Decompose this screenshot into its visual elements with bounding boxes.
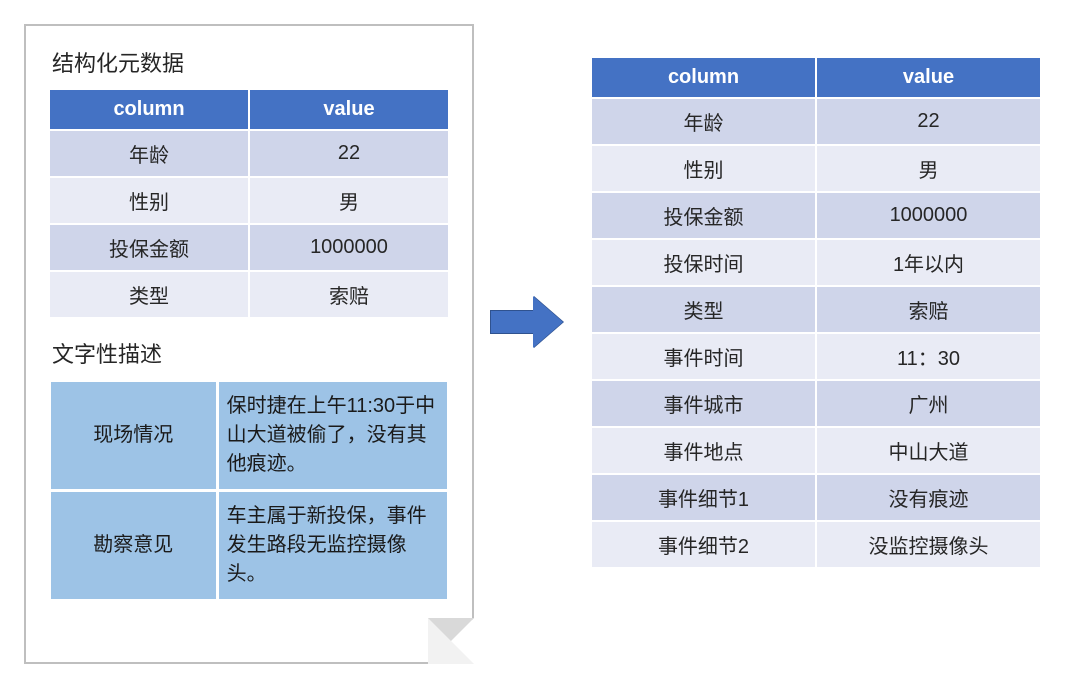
table-row: 事件城市广州 — [591, 380, 1041, 427]
table-row: 年龄22 — [49, 130, 449, 177]
result-panel: column value 年龄22性别男投保金额1000000投保时间1年以内类… — [590, 56, 1042, 569]
table-cell: 年龄 — [591, 98, 816, 145]
table-cell: 索赔 — [816, 286, 1041, 333]
table-cell: 索赔 — [249, 271, 449, 318]
col-header: value — [816, 57, 1041, 98]
table-cell: 投保金额 — [49, 224, 249, 271]
table-cell: 11：30 — [816, 333, 1041, 380]
table-cell: 22 — [249, 130, 449, 177]
table-cell: 没监控摄像头 — [816, 521, 1041, 568]
table-cell: 1年以内 — [816, 239, 1041, 286]
table-cell: 22 — [816, 98, 1041, 145]
table-cell: 类型 — [49, 271, 249, 318]
table-cell: 没有痕迹 — [816, 474, 1041, 521]
description-row: 现场情况保时捷在上午11:30于中山大道被偷了，没有其他痕迹。 — [50, 381, 449, 491]
description-key: 现场情况 — [50, 381, 218, 491]
table-row: 事件细节1没有痕迹 — [591, 474, 1041, 521]
table-row: 类型索赔 — [591, 286, 1041, 333]
description-value: 保时捷在上午11:30于中山大道被偷了，没有其他痕迹。 — [217, 381, 448, 491]
description-key: 勘察意见 — [50, 491, 218, 601]
description-value: 车主属于新投保，事件发生路段无监控摄像头。 — [217, 491, 448, 601]
table-row: 投保时间1年以内 — [591, 239, 1041, 286]
table-row: 年龄22 — [591, 98, 1041, 145]
table-row: 性别男 — [591, 145, 1041, 192]
table-cell: 中山大道 — [816, 427, 1041, 474]
table-cell: 男 — [249, 177, 449, 224]
table-cell: 投保金额 — [591, 192, 816, 239]
table-cell: 事件时间 — [591, 333, 816, 380]
table-row: 性别男 — [49, 177, 449, 224]
table-cell: 性别 — [591, 145, 816, 192]
table-cell: 投保时间 — [591, 239, 816, 286]
table-row: 事件时间11：30 — [591, 333, 1041, 380]
table-cell: 类型 — [591, 286, 816, 333]
section-title-structured: 结构化元数据 — [52, 46, 450, 78]
table-cell: 事件细节1 — [591, 474, 816, 521]
table-cell: 性别 — [49, 177, 249, 224]
col-header: value — [249, 89, 449, 130]
table-cell: 1000000 — [249, 224, 449, 271]
table-row: 事件细节2没监控摄像头 — [591, 521, 1041, 568]
col-header: column — [49, 89, 249, 130]
table-cell: 事件细节2 — [591, 521, 816, 568]
table-row: 事件地点中山大道 — [591, 427, 1041, 474]
section-title-text: 文字性描述 — [52, 337, 450, 369]
col-header: column — [591, 57, 816, 98]
table-cell: 事件地点 — [591, 427, 816, 474]
table-cell: 1000000 — [816, 192, 1041, 239]
structured-table: column value 年龄22性别男投保金额1000000类型索赔 — [48, 88, 450, 319]
table-row: 投保金额1000000 — [49, 224, 449, 271]
table-cell: 广州 — [816, 380, 1041, 427]
arrow-right-icon — [490, 296, 564, 348]
table-row: 类型索赔 — [49, 271, 449, 318]
table-row: 投保金额1000000 — [591, 192, 1041, 239]
table-cell: 事件城市 — [591, 380, 816, 427]
source-note: 结构化元数据 column value 年龄22性别男投保金额1000000类型… — [24, 24, 474, 664]
table-cell: 男 — [816, 145, 1041, 192]
page-curl-icon — [428, 618, 474, 664]
description-row: 勘察意见车主属于新投保，事件发生路段无监控摄像头。 — [50, 491, 449, 601]
table-cell: 年龄 — [49, 130, 249, 177]
description-table: 现场情况保时捷在上午11:30于中山大道被偷了，没有其他痕迹。勘察意见车主属于新… — [48, 379, 450, 602]
result-table: column value 年龄22性别男投保金额1000000投保时间1年以内类… — [590, 56, 1042, 569]
